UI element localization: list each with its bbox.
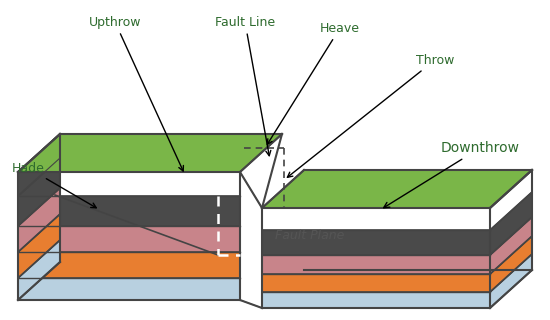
Polygon shape (18, 188, 60, 252)
Polygon shape (18, 158, 60, 226)
Polygon shape (262, 292, 490, 308)
Polygon shape (262, 230, 490, 255)
Text: Heave: Heave (267, 21, 360, 144)
Text: Throw: Throw (288, 53, 454, 177)
Polygon shape (490, 254, 532, 308)
Polygon shape (490, 236, 532, 292)
Polygon shape (18, 134, 282, 172)
Text: Upthrow: Upthrow (89, 15, 183, 171)
Polygon shape (18, 278, 240, 300)
Polygon shape (18, 226, 240, 252)
Polygon shape (18, 196, 240, 226)
Polygon shape (262, 170, 532, 208)
Text: Downthrow: Downthrow (384, 141, 520, 208)
Polygon shape (490, 217, 532, 274)
Polygon shape (18, 252, 240, 278)
Text: Fault Plane: Fault Plane (276, 228, 345, 242)
Polygon shape (240, 172, 262, 308)
Polygon shape (18, 214, 60, 278)
Polygon shape (18, 134, 60, 196)
Polygon shape (490, 192, 532, 255)
Text: Hade: Hade (12, 162, 96, 208)
Polygon shape (262, 274, 490, 292)
Text: Fault Line: Fault Line (215, 15, 275, 156)
Polygon shape (18, 240, 60, 300)
Polygon shape (262, 255, 490, 274)
